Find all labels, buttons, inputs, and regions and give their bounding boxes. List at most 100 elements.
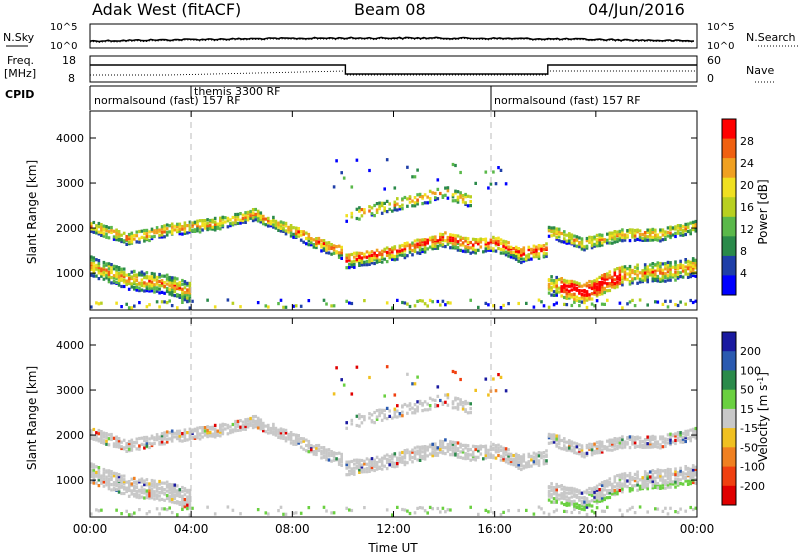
power-cell [302, 240, 305, 244]
velocity-cell [520, 467, 523, 472]
velocity-cell [527, 464, 531, 469]
power-cell [600, 302, 604, 306]
velocity-cell [679, 469, 682, 473]
power-cell [317, 240, 321, 244]
power-cell [669, 231, 672, 235]
velocity-cell [173, 493, 177, 498]
power-cell [274, 219, 278, 223]
velocity-cell [317, 443, 321, 448]
power-cell [155, 282, 159, 286]
power-cell [196, 219, 199, 223]
power-cell [183, 290, 187, 295]
power-cell [160, 230, 164, 234]
power-cell [595, 244, 599, 248]
power-cell [671, 233, 675, 237]
velocity-cell [322, 505, 326, 509]
velocity-cell [388, 454, 391, 459]
power-cell [484, 249, 488, 253]
power-cell [413, 201, 417, 205]
power-cell [284, 305, 288, 309]
velocity-cell [170, 436, 174, 440]
power-cell [332, 248, 336, 252]
velocity-cell [284, 428, 288, 432]
velocity-cell [583, 452, 586, 456]
velocity-cell [165, 496, 169, 501]
velocity-cell [325, 450, 328, 454]
velocity-cell [148, 445, 151, 450]
power-cell [363, 263, 366, 267]
velocity-cell [299, 511, 303, 515]
power-cell [434, 237, 437, 242]
velocity-cell [616, 474, 619, 478]
velocity-cell [504, 453, 508, 457]
power-cell [469, 298, 472, 302]
velocity-cell [315, 446, 318, 450]
power-cell [117, 236, 121, 240]
power-cell [638, 236, 642, 240]
power-cell [512, 253, 515, 257]
velocity-cell [643, 470, 647, 474]
velocity-cell [575, 442, 579, 446]
power-cell [623, 267, 627, 271]
velocity-cell [643, 485, 647, 489]
power-cell [332, 304, 336, 308]
velocity-cell [471, 450, 475, 454]
power-cell [664, 272, 667, 276]
velocity-cell [446, 393, 450, 397]
velocity-cell [686, 479, 690, 483]
power-cell [669, 267, 672, 271]
velocity-cell [638, 440, 642, 444]
velocity-cell [522, 459, 526, 463]
velocity-cell [289, 433, 293, 437]
velocity-cell [251, 418, 255, 422]
velocity-cell [140, 442, 144, 446]
power-cell [598, 238, 601, 242]
velocity-cell [188, 496, 192, 500]
velocity-cell [292, 439, 295, 443]
power-cell [363, 299, 366, 303]
velocity-cell [239, 419, 242, 423]
velocity-cell [312, 445, 316, 449]
power-cell [583, 245, 586, 249]
velocity-cell [583, 490, 586, 494]
velocity-cell [656, 445, 660, 449]
power-cell [590, 280, 594, 284]
power-cell [317, 236, 321, 241]
power-cell [294, 234, 298, 238]
velocity-cell [115, 484, 118, 488]
power-cell [193, 228, 197, 232]
velocity-cell [618, 475, 622, 480]
velocity-cell [423, 449, 427, 453]
velocity-ytick-3000: 3000 [56, 384, 84, 397]
velocity-cell [618, 480, 622, 484]
power-cell [651, 272, 655, 276]
power-cell [628, 239, 632, 243]
power-cell [459, 195, 462, 199]
power-cell [552, 290, 556, 294]
power-cell [603, 281, 606, 285]
power-cell [107, 236, 111, 240]
power-cell [186, 283, 189, 287]
power-cell [451, 193, 455, 197]
velocity-cell [403, 460, 407, 464]
power-cell [153, 229, 156, 233]
velocity-cell [358, 413, 361, 417]
power-cell [676, 272, 680, 276]
power-cell [676, 264, 680, 268]
power-cell [507, 241, 510, 245]
power-cell [684, 232, 687, 237]
power-cell [95, 263, 98, 267]
power-cell [102, 228, 106, 232]
power-cell [229, 218, 232, 222]
power-cell [418, 248, 422, 252]
velocity-cell [487, 393, 490, 397]
power-cell [532, 248, 536, 252]
power-cell [249, 216, 252, 220]
power-cell [464, 247, 467, 251]
power-cell [512, 247, 515, 251]
power-cell [365, 250, 369, 254]
power-cell [401, 253, 404, 257]
velocity-cell [628, 474, 632, 478]
power-cell [648, 233, 652, 237]
velocity-cell [100, 437, 103, 441]
